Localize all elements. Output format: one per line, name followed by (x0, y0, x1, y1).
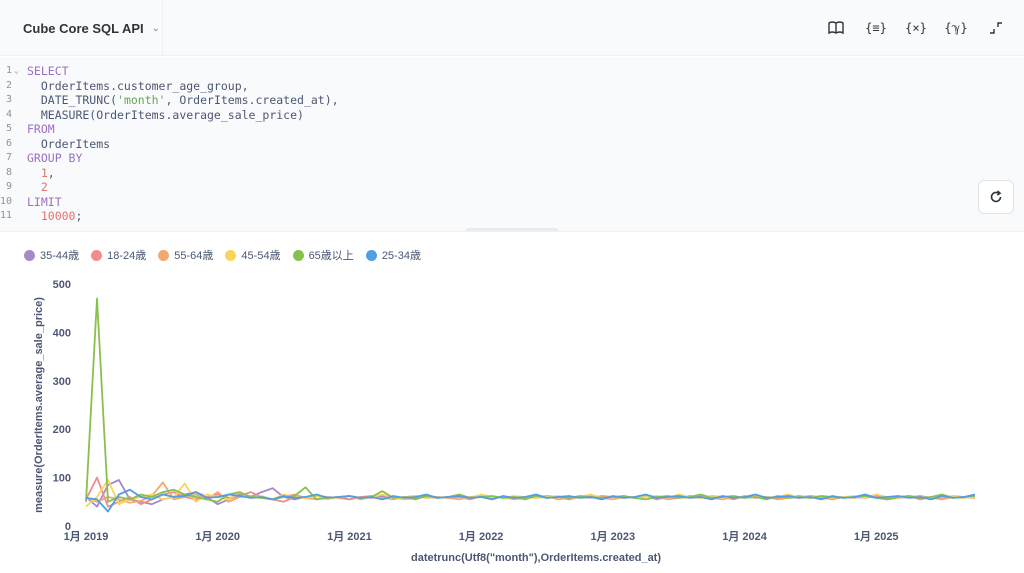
code-token: GROUP BY (27, 151, 83, 165)
legend-label: 35-44歳 (40, 250, 80, 262)
chevron-down-icon: ⌄ (151, 22, 161, 34)
code-token: 'month' (117, 93, 166, 107)
editor-resize-handle[interactable] (466, 228, 558, 232)
legend-item[interactable]: 55-64歳 (158, 247, 213, 263)
code-text: DATE_TRUNC('month', OrderItems.created_a… (27, 93, 339, 108)
code-token: OrderItems.customer_age_group, (27, 78, 249, 93)
legend-label: 55-64歳 (174, 250, 214, 262)
y-tick-label: 300 (53, 376, 71, 388)
line-number: 1 (5, 65, 12, 76)
code-token: ; (75, 209, 83, 223)
x-axis-label: datetrunc(Utf8("month"),OrderItems.creat… (411, 552, 661, 564)
code-text: OrderItems (27, 137, 110, 152)
code-text: OrderItems.customer_age_group, (27, 79, 249, 94)
legend-label: 65歳以上 (308, 250, 354, 262)
x-tick-label: 1月 2023 (591, 530, 636, 543)
series-line (85, 297, 976, 503)
y-tick-label: 0 (65, 521, 71, 533)
code-token: FROM (27, 122, 55, 136)
x-tick-label: 1月 2025 (854, 530, 899, 543)
sql-editor[interactable]: 1 ⌄ SELECT 2 OrderItems.customer_age_group,… (0, 57, 1024, 231)
code-text: 2 (27, 180, 48, 195)
code-token: DATE_TRUNC( (27, 93, 118, 107)
legend-item[interactable]: 25-34歳 (365, 247, 421, 263)
reference-book-icon[interactable] (826, 18, 846, 38)
database-select-label: Cube Core SQL API (23, 20, 144, 36)
database-select[interactable]: Cube Core SQL API ⌄ (0, 0, 163, 56)
code-text: 10000; (27, 209, 83, 224)
line-number: 4 (5, 108, 12, 120)
y-tick-label: 400 (53, 327, 71, 339)
editor-toolbar: {≡} {×} {ℽ} (826, 0, 1006, 56)
code-text: SELECT (27, 64, 69, 79)
legend-dot-icon (158, 249, 170, 261)
chart-legend: 35-44歳 18-24歳 55-64歳 45-54歳 65歳以上 25-34歳 (24, 247, 421, 263)
code-token: 10000 (27, 209, 76, 223)
legend-dot-icon (91, 249, 103, 261)
line-number: 2 (5, 79, 12, 91)
line-number: 7 (5, 152, 12, 163)
code-text: 1, (27, 166, 55, 181)
y-tick-label: 100 (53, 473, 71, 485)
legend-item[interactable]: 18-24歳 (91, 247, 146, 263)
code-token: MEASURE(OrderItems.average_sale_price) (27, 107, 304, 122)
y-axis-label: measure(OrderItems.average_sale_price) (33, 297, 45, 513)
fold-chevron-icon[interactable]: ⌄ (14, 66, 19, 75)
x-tick-label: 1月 2021 (327, 530, 372, 543)
legend-label: 18-24歳 (107, 250, 147, 262)
collapse-icon[interactable] (986, 18, 1006, 38)
legend-dot-icon (225, 249, 237, 261)
legend-dot-icon (24, 249, 35, 261)
legend-item[interactable]: 45-54歳 (225, 247, 281, 263)
query-topbar: Cube Core SQL API ⌄ {≡} {×} {ℽ} (0, 0, 1024, 56)
refresh-icon (990, 190, 1002, 203)
code-token: , OrderItems.created_at), (165, 93, 339, 107)
legend-item[interactable]: 65歳以上 (292, 247, 354, 263)
line-number: 10 (0, 195, 13, 207)
code-token: SELECT (27, 64, 69, 78)
line-number: 11 (0, 210, 13, 221)
variables-icon[interactable]: {×} (905, 21, 927, 35)
series-line (85, 476, 976, 508)
line-number: 8 (5, 166, 12, 178)
y-tick-label: 200 (53, 424, 71, 436)
series-line (85, 488, 976, 513)
legend-label: 45-54歳 (241, 250, 281, 262)
legend-dot-icon (365, 249, 377, 261)
line-number: 5 (5, 123, 12, 134)
divider (0, 231, 1024, 232)
snippets-icon[interactable]: {ℽ} (944, 21, 968, 35)
legend-dot-icon (292, 249, 304, 261)
code-token: OrderItems (27, 136, 111, 151)
legend-label: 25-34歳 (381, 250, 421, 262)
code-token: 2 (27, 180, 48, 194)
code-token: LIMIT (27, 194, 62, 209)
code-token: , (47, 165, 55, 180)
x-tick-label: 1月 2019 (64, 530, 109, 543)
x-tick-label: 1月 2024 (722, 530, 768, 543)
format-query-icon[interactable]: {≡} (865, 21, 887, 35)
code-token: 1 (27, 165, 48, 180)
line-number: 6 (5, 137, 12, 149)
code-text: MEASURE(OrderItems.average_sale_price) (27, 108, 304, 123)
x-tick-label: 1月 2020 (195, 530, 240, 543)
line-number: 3 (5, 94, 12, 105)
run-query-button[interactable] (978, 180, 1014, 214)
x-tick-label: 1月 2022 (459, 530, 504, 543)
line-chart: 0 100 200 300 400 500 1月 2019 1月 2020 1月 2021 1月 … (33, 279, 976, 564)
legend-item[interactable]: 35-44歳 (24, 247, 79, 263)
code-text: GROUP BY (27, 151, 82, 166)
code-text: LIMIT (27, 195, 62, 210)
y-tick-label: 500 (53, 279, 71, 291)
code-text: FROM (27, 122, 55, 137)
line-number: 9 (5, 181, 12, 192)
